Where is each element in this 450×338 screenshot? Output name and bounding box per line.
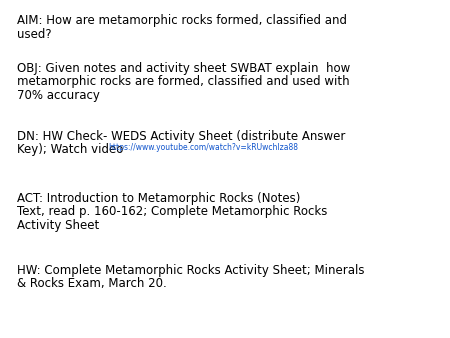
Text: ACT: Introduction to Metamorphic Rocks (Notes): ACT: Introduction to Metamorphic Rocks (… [17, 192, 301, 205]
Text: HW: Complete Metamorphic Rocks Activity Sheet; Minerals: HW: Complete Metamorphic Rocks Activity … [17, 264, 365, 277]
Text: https://www.youtube.com/watch?v=kRUwchlza88: https://www.youtube.com/watch?v=kRUwchlz… [108, 144, 298, 152]
Text: OBJ: Given notes and activity sheet SWBAT explain  how: OBJ: Given notes and activity sheet SWBA… [17, 62, 350, 75]
Text: & Rocks Exam, March 20.: & Rocks Exam, March 20. [17, 277, 167, 290]
Text: 70% accuracy: 70% accuracy [17, 89, 100, 102]
Text: used?: used? [17, 27, 52, 41]
Text: AIM: How are metamorphic rocks formed, classified and: AIM: How are metamorphic rocks formed, c… [17, 14, 347, 27]
Text: DN: HW Check- WEDS Activity Sheet (distribute Answer: DN: HW Check- WEDS Activity Sheet (distr… [17, 130, 346, 143]
Text: metamorphic rocks are formed, classified and used with: metamorphic rocks are formed, classified… [17, 75, 350, 89]
Text: Key); Watch video: Key); Watch video [17, 144, 127, 156]
Text: Text, read p. 160-162; Complete Metamorphic Rocks: Text, read p. 160-162; Complete Metamorp… [17, 206, 328, 218]
Text: Activity Sheet: Activity Sheet [17, 219, 99, 232]
